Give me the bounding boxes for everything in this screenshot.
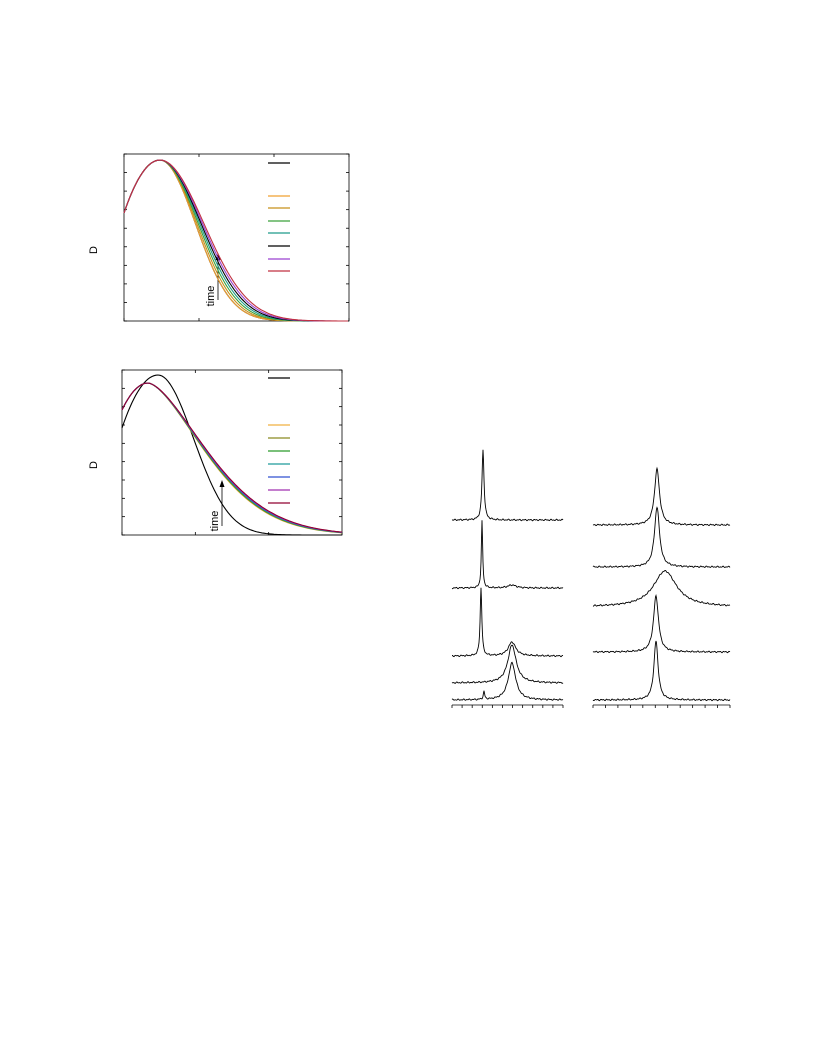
annotation: time bbox=[205, 286, 217, 307]
spectrum bbox=[592, 594, 731, 654]
curve bbox=[123, 159, 348, 322]
spectrum bbox=[451, 661, 564, 701]
curve bbox=[121, 382, 343, 534]
curve bbox=[121, 382, 343, 534]
annotation: time bbox=[209, 511, 221, 532]
spectrum bbox=[451, 449, 564, 522]
y-axis-label: D bbox=[88, 461, 100, 469]
curve bbox=[121, 374, 342, 536]
curve bbox=[121, 382, 343, 534]
spectrum bbox=[592, 466, 731, 527]
curve bbox=[121, 382, 343, 533]
arrow-head bbox=[219, 480, 225, 487]
curve bbox=[123, 159, 348, 322]
spectrum bbox=[592, 640, 731, 702]
curve bbox=[121, 382, 343, 533]
curve bbox=[121, 382, 343, 534]
curve bbox=[123, 159, 348, 322]
curve bbox=[123, 159, 348, 322]
spectrum bbox=[592, 569, 731, 607]
spectrum bbox=[451, 644, 564, 684]
curve bbox=[121, 382, 343, 533]
panel-frame bbox=[123, 153, 350, 322]
spectrum bbox=[452, 587, 564, 658]
curve bbox=[123, 159, 348, 322]
spectrum bbox=[451, 520, 564, 590]
curve bbox=[123, 159, 348, 322]
curve bbox=[123, 159, 348, 322]
panel-frame bbox=[121, 369, 343, 536]
spectrum bbox=[592, 506, 731, 568]
y-axis-label: D bbox=[88, 246, 100, 254]
curve bbox=[123, 159, 348, 322]
